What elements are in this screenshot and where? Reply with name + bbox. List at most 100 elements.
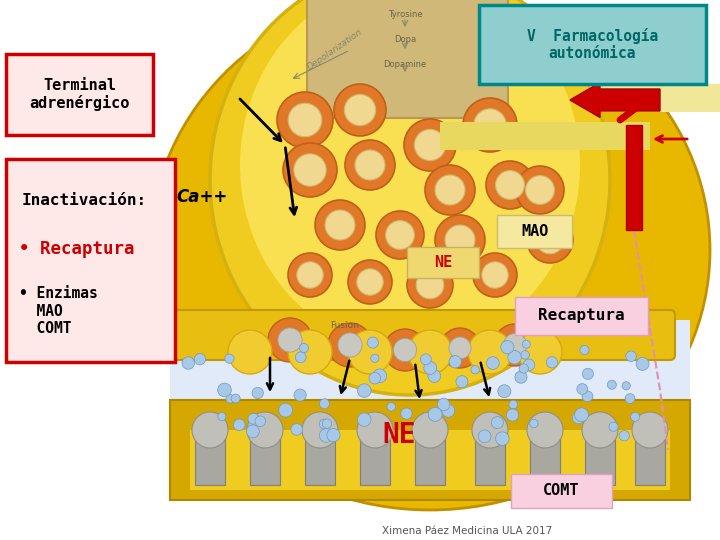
Circle shape [334,84,386,136]
Circle shape [519,364,528,373]
Ellipse shape [240,0,580,350]
Text: • Enzimas
  MAO
  COMT: • Enzimas MAO COMT [19,286,97,336]
Circle shape [218,413,226,421]
Text: Tyrosine: Tyrosine [387,10,423,19]
FancyBboxPatch shape [6,54,153,135]
Circle shape [408,330,452,374]
Circle shape [449,337,471,359]
Circle shape [508,350,521,364]
Text: • Recaptura: • Recaptura [19,240,134,258]
Circle shape [440,328,480,368]
Circle shape [401,408,412,419]
Circle shape [575,408,588,422]
Circle shape [355,150,385,180]
Circle shape [619,430,629,441]
FancyBboxPatch shape [511,474,612,508]
Bar [440,122,650,150]
Circle shape [373,369,387,383]
Circle shape [527,412,563,448]
Text: COMT: COMT [544,483,580,498]
Circle shape [277,92,333,148]
Circle shape [194,354,206,365]
Circle shape [632,412,668,448]
Circle shape [435,215,485,265]
Circle shape [546,357,558,368]
Circle shape [582,391,593,402]
Circle shape [393,339,417,362]
Circle shape [283,143,337,197]
Circle shape [386,221,415,249]
Circle shape [255,416,266,427]
Circle shape [412,412,448,448]
Text: Dopa: Dopa [394,35,416,44]
Circle shape [231,394,240,403]
Circle shape [516,372,525,381]
Circle shape [487,356,499,369]
Circle shape [582,412,618,448]
Bar [305,430,335,485]
Ellipse shape [150,0,710,510]
Circle shape [572,412,584,424]
Circle shape [471,366,480,374]
Circle shape [407,262,453,308]
Circle shape [297,262,323,288]
Circle shape [323,419,332,428]
Circle shape [442,404,455,417]
Circle shape [325,210,355,240]
Circle shape [577,383,588,394]
Circle shape [294,389,306,401]
Bar [585,430,615,485]
Circle shape [348,260,392,304]
Text: Fusion: Fusion [330,321,359,329]
Circle shape [527,217,573,263]
Circle shape [416,271,444,299]
Circle shape [622,382,630,390]
Circle shape [288,103,322,137]
Circle shape [522,340,531,348]
FancyBboxPatch shape [479,5,706,84]
Circle shape [582,368,593,380]
Circle shape [357,412,393,448]
Circle shape [358,413,371,427]
Circle shape [506,409,518,421]
Circle shape [516,166,564,214]
FancyBboxPatch shape [515,297,648,335]
Circle shape [435,175,465,205]
Circle shape [182,357,194,369]
Circle shape [415,130,446,160]
Circle shape [357,269,383,295]
Circle shape [376,211,424,259]
Circle shape [217,383,231,397]
Bar [530,430,560,485]
Circle shape [226,395,235,403]
Circle shape [580,346,589,355]
Circle shape [246,425,259,438]
Circle shape [449,356,462,368]
Bar [195,430,225,485]
Circle shape [626,351,636,362]
Circle shape [625,394,635,403]
FancyBboxPatch shape [170,310,675,360]
Bar [635,430,665,485]
Circle shape [425,165,475,215]
Circle shape [338,333,362,357]
Circle shape [369,373,381,384]
Circle shape [636,357,649,370]
Ellipse shape [210,0,610,395]
Circle shape [345,140,395,190]
Text: MAO: MAO [521,224,549,239]
Circle shape [428,407,442,421]
Circle shape [509,400,518,409]
FancyBboxPatch shape [407,247,479,278]
FancyBboxPatch shape [6,159,175,362]
FancyBboxPatch shape [307,0,508,118]
Circle shape [445,225,475,255]
Circle shape [503,333,526,356]
Circle shape [482,262,508,288]
Circle shape [472,412,508,448]
Circle shape [358,384,371,397]
Circle shape [491,416,503,429]
Circle shape [523,359,535,370]
Text: NE: NE [383,421,416,449]
Circle shape [302,412,338,448]
